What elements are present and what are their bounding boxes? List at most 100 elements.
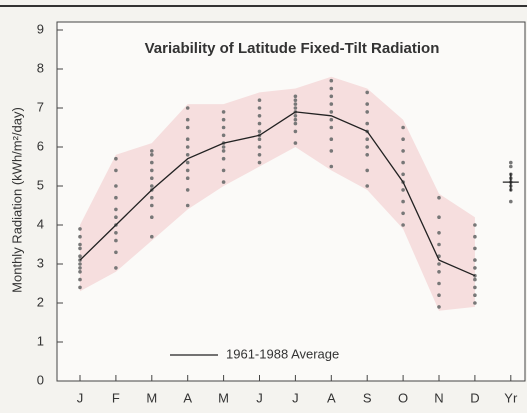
year-point <box>365 168 370 173</box>
year-point <box>509 164 513 169</box>
year-point <box>150 184 154 188</box>
year-point <box>114 266 118 270</box>
year-point <box>293 129 298 134</box>
year-point <box>473 277 477 282</box>
year-point <box>473 293 477 298</box>
year-point <box>78 277 82 282</box>
year-point <box>221 117 226 122</box>
x-tick-label: N <box>434 390 443 405</box>
year-point <box>221 133 226 138</box>
year-point <box>329 149 334 153</box>
year-point <box>437 262 441 266</box>
year-point <box>329 110 334 114</box>
year-point <box>185 106 190 110</box>
year-point <box>437 281 441 286</box>
year-point <box>329 137 334 141</box>
variability-band <box>80 76 475 311</box>
year-point <box>329 164 334 169</box>
x-tick-label: A <box>327 390 336 405</box>
year-point <box>365 110 370 114</box>
year-point <box>473 223 477 227</box>
year-point <box>509 199 513 204</box>
year-point <box>365 102 370 106</box>
annual-average <box>502 173 519 192</box>
year-point <box>473 246 477 251</box>
legend-label: 1961-1988 Average <box>226 346 339 361</box>
year-point <box>185 137 190 141</box>
year-point <box>150 215 154 219</box>
y-tick-label: 0 <box>37 372 44 387</box>
year-point <box>329 102 334 106</box>
year-point <box>473 285 477 290</box>
y-tick-label: 2 <box>37 294 44 309</box>
year-point <box>365 145 370 149</box>
x-tick-label: D <box>470 390 479 405</box>
year-point <box>473 258 477 262</box>
year-point <box>114 156 118 161</box>
year-point <box>185 176 190 180</box>
year-point <box>78 270 82 274</box>
year-point <box>365 184 370 188</box>
year-point <box>437 305 441 309</box>
year-point <box>329 117 334 122</box>
year-point <box>114 231 118 235</box>
year-point <box>401 223 405 227</box>
year-point <box>473 266 477 270</box>
year-point <box>401 137 405 141</box>
year-point <box>78 242 82 247</box>
year-point <box>221 156 226 161</box>
year-point <box>437 270 441 274</box>
year-point <box>150 160 154 165</box>
year-point <box>473 301 477 305</box>
year-point <box>221 180 226 184</box>
year-point <box>293 141 298 145</box>
average-line <box>79 111 476 277</box>
year-point <box>401 199 405 204</box>
year-point <box>114 215 118 219</box>
x-tick-label: S <box>363 390 372 405</box>
year-point <box>257 98 262 102</box>
year-point <box>185 168 190 173</box>
year-point <box>257 106 262 110</box>
year-point <box>257 137 262 141</box>
year-point <box>150 195 154 200</box>
year-point <box>185 125 190 130</box>
year-point <box>150 149 154 153</box>
year-point <box>150 153 154 157</box>
year-point <box>257 129 262 134</box>
year-point <box>78 285 82 290</box>
year-point <box>329 125 334 130</box>
x-tick-label: O <box>398 390 408 405</box>
year-point <box>78 246 82 251</box>
year-point <box>257 153 262 157</box>
year-point <box>257 114 262 118</box>
chart-title: Variability of Latitude Fixed-Tilt Radia… <box>145 40 440 57</box>
year-point <box>437 231 441 235</box>
year-point <box>185 117 190 122</box>
year-point <box>221 145 226 149</box>
year-point <box>293 102 298 106</box>
year-point <box>150 203 154 208</box>
year-point <box>293 114 298 118</box>
y-tick-label: 9 <box>37 21 44 36</box>
y-axis-label: Monthly Radiation (kWh/m²/day) <box>9 107 24 293</box>
year-point <box>365 137 370 141</box>
year-point <box>185 160 190 165</box>
year-point <box>221 168 226 173</box>
year-point <box>150 176 154 180</box>
x-tick-label: Yr <box>504 390 518 405</box>
year-point <box>437 195 441 200</box>
y-tick-label: 5 <box>37 177 44 192</box>
year-point <box>329 86 334 91</box>
year-point <box>185 203 190 208</box>
year-point <box>185 145 190 149</box>
year-point <box>401 211 405 216</box>
year-point <box>257 121 262 126</box>
year-point <box>257 145 262 149</box>
year-point <box>509 160 513 165</box>
year-point <box>221 125 226 130</box>
year-point <box>437 293 441 298</box>
x-tick-label: A <box>183 390 192 405</box>
year-point <box>437 215 441 219</box>
